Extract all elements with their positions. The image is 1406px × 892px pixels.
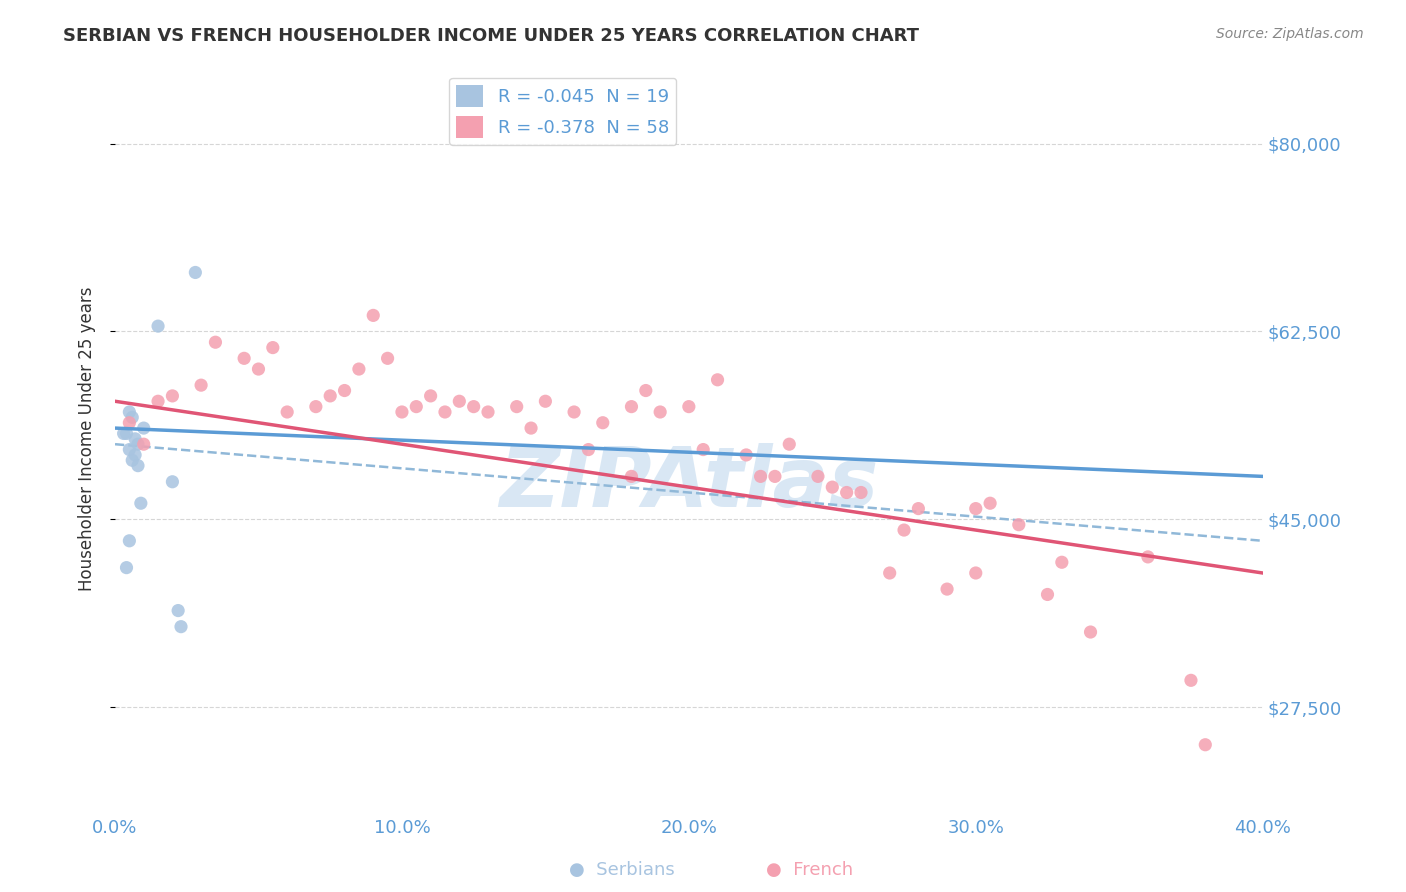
Point <box>162 389 184 403</box>
Point <box>124 448 146 462</box>
Text: SERBIAN VS FRENCH HOUSEHOLDER INCOME UNDER 25 YEARS CORRELATION CHART: SERBIAN VS FRENCH HOUSEHOLDER INCOME UND… <box>63 27 920 45</box>
Point <box>936 582 959 596</box>
Point <box>170 620 193 634</box>
Point <box>115 560 138 574</box>
Point <box>118 442 141 457</box>
Point <box>276 405 298 419</box>
Point <box>692 442 714 457</box>
Point <box>893 523 915 537</box>
Y-axis label: Householder Income Under 25 years: Householder Income Under 25 years <box>79 286 96 591</box>
Point <box>129 496 152 510</box>
Point <box>578 442 600 457</box>
Point <box>1008 517 1031 532</box>
Point <box>118 405 141 419</box>
Point <box>118 416 141 430</box>
Text: ZIPAtlas: ZIPAtlas <box>499 442 879 524</box>
Point <box>562 405 585 419</box>
Point <box>1136 549 1159 564</box>
Point <box>233 351 256 366</box>
Point <box>247 362 270 376</box>
Point <box>361 309 384 323</box>
Text: ●  Serbians: ● Serbians <box>569 861 675 879</box>
Point <box>907 501 929 516</box>
Text: Source: ZipAtlas.com: Source: ZipAtlas.com <box>1216 27 1364 41</box>
Point <box>127 458 149 473</box>
Point <box>821 480 844 494</box>
Point <box>620 469 643 483</box>
Point <box>112 426 135 441</box>
Point <box>634 384 657 398</box>
Point <box>1194 738 1216 752</box>
Point <box>650 405 672 419</box>
Text: ●  French: ● French <box>766 861 853 879</box>
Point <box>979 496 1001 510</box>
Point <box>347 362 370 376</box>
Point <box>419 389 441 403</box>
Point <box>592 416 614 430</box>
Point <box>377 351 399 366</box>
Point <box>121 410 143 425</box>
Point <box>146 319 169 334</box>
Point <box>735 448 758 462</box>
Point <box>405 400 427 414</box>
Point <box>124 432 146 446</box>
Point <box>305 400 328 414</box>
Point <box>505 400 527 414</box>
Point <box>184 265 207 279</box>
Point <box>849 485 872 500</box>
Point <box>534 394 557 409</box>
Point <box>167 603 190 617</box>
Point <box>162 475 184 489</box>
Point <box>1036 587 1059 601</box>
Point <box>778 437 800 451</box>
Point <box>132 437 155 451</box>
Point <box>965 501 987 516</box>
Point <box>807 469 830 483</box>
Point <box>118 533 141 548</box>
Point <box>463 400 485 414</box>
Point <box>262 341 284 355</box>
Point <box>433 405 456 419</box>
Point <box>678 400 700 414</box>
Point <box>146 394 169 409</box>
Point <box>449 394 471 409</box>
Point <box>879 566 901 580</box>
Point <box>1050 555 1073 569</box>
Point <box>132 421 155 435</box>
Point <box>763 469 786 483</box>
Point <box>333 384 356 398</box>
Point <box>204 335 226 350</box>
Point <box>115 426 138 441</box>
Point <box>121 453 143 467</box>
Point <box>749 469 772 483</box>
Point <box>965 566 987 580</box>
Point <box>520 421 543 435</box>
Point <box>319 389 342 403</box>
Point <box>835 485 858 500</box>
Legend: R = -0.045  N = 19, R = -0.378  N = 58: R = -0.045 N = 19, R = -0.378 N = 58 <box>449 78 676 145</box>
Point <box>190 378 212 392</box>
Point <box>620 400 643 414</box>
Point <box>127 437 149 451</box>
Point <box>391 405 413 419</box>
Point <box>477 405 499 419</box>
Point <box>1080 625 1102 640</box>
Point <box>706 373 728 387</box>
Point <box>1180 673 1202 688</box>
